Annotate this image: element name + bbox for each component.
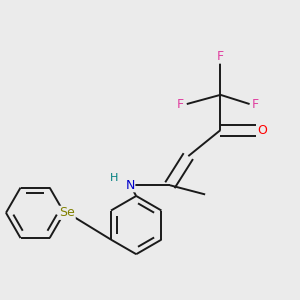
Text: F: F [252,98,259,110]
Text: O: O [257,124,267,136]
Text: N: N [125,179,135,192]
Text: F: F [177,98,184,110]
Text: Se: Se [59,206,75,219]
Text: F: F [217,50,224,63]
Text: H: H [110,172,118,183]
